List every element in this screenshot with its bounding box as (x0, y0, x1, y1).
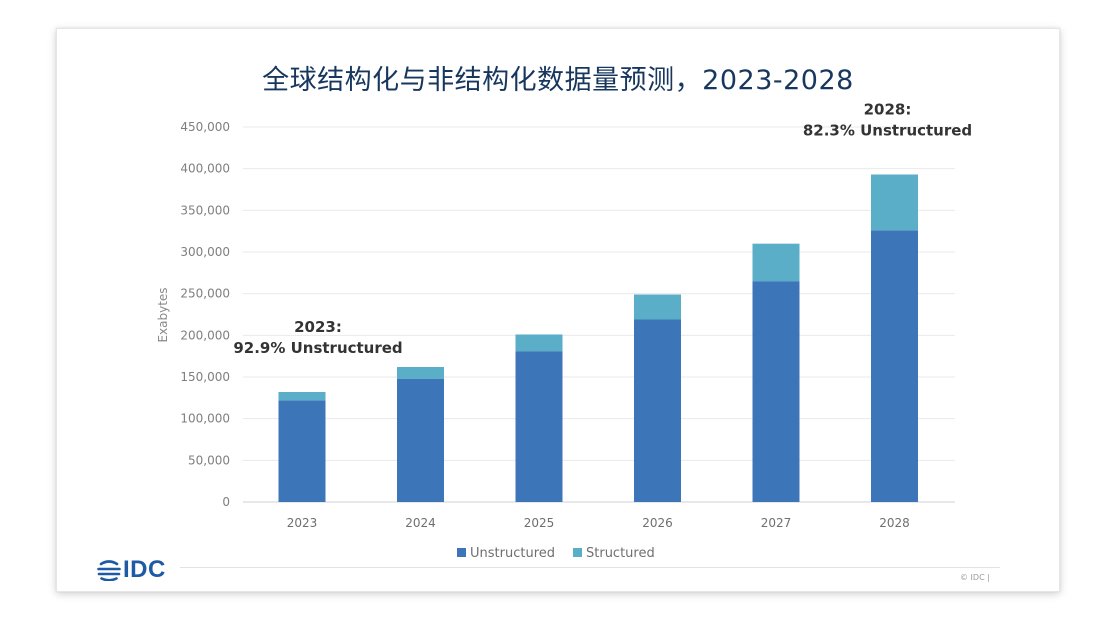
idc-logo-text: IDC (123, 556, 166, 583)
y-tick-label: 100,000 (180, 412, 230, 426)
annotation-share: 82.3% Unstructured (803, 122, 972, 140)
chart-title: 全球结构化与非结构化数据量预测，2023-2028 (262, 65, 854, 96)
bar-structured-2025 (515, 334, 563, 352)
legend-swatch-structured (573, 548, 582, 557)
bar-structured-2023 (278, 392, 326, 401)
y-tick-label: 300,000 (180, 245, 230, 259)
y-axis-label: Exabytes (156, 287, 170, 342)
x-tick-label: 2024 (405, 516, 436, 530)
annotation-share: 92.9% Unstructured (233, 339, 402, 357)
bar-unstructured-2028 (871, 230, 918, 503)
annotation-year: 2023: (294, 318, 342, 336)
y-tick-label: 150,000 (180, 370, 230, 384)
x-tick-label: 2025 (524, 516, 555, 530)
y-tick-label: 350,000 (180, 203, 230, 217)
footer-divider (180, 567, 1000, 568)
idc-globe-icon (97, 560, 121, 581)
bar-unstructured-2026 (634, 319, 681, 502)
y-tick-label: 250,000 (180, 287, 230, 301)
legend-swatch-unstructured (457, 548, 466, 557)
x-tick-label: 2028 (879, 516, 910, 530)
y-tick-label: 50,000 (188, 453, 230, 467)
x-tick-label: 2027 (761, 516, 792, 530)
bar-structured-2024 (397, 367, 444, 379)
copyright-note: © IDC | (960, 573, 990, 582)
legend-label-structured: Structured (586, 546, 655, 561)
legend-label-unstructured: Unstructured (470, 546, 555, 561)
bar-unstructured-2025 (515, 351, 563, 502)
x-tick-label: 2023 (287, 516, 318, 530)
annotation-year: 2028: (864, 101, 912, 119)
y-tick-label: 450,000 (180, 120, 230, 134)
y-tick-label: 400,000 (180, 162, 230, 176)
bar-structured-2028 (871, 174, 918, 231)
y-tick-label: 0 (222, 495, 230, 509)
bar-unstructured-2024 (397, 378, 444, 502)
bar-structured-2027 (752, 243, 800, 282)
bar-unstructured-2023 (278, 400, 326, 502)
y-tick-label: 200,000 (180, 328, 230, 342)
bar-structured-2026 (634, 294, 681, 320)
bar-unstructured-2027 (752, 281, 800, 502)
x-tick-label: 2026 (642, 516, 673, 530)
idc-logo: IDC (97, 555, 166, 585)
